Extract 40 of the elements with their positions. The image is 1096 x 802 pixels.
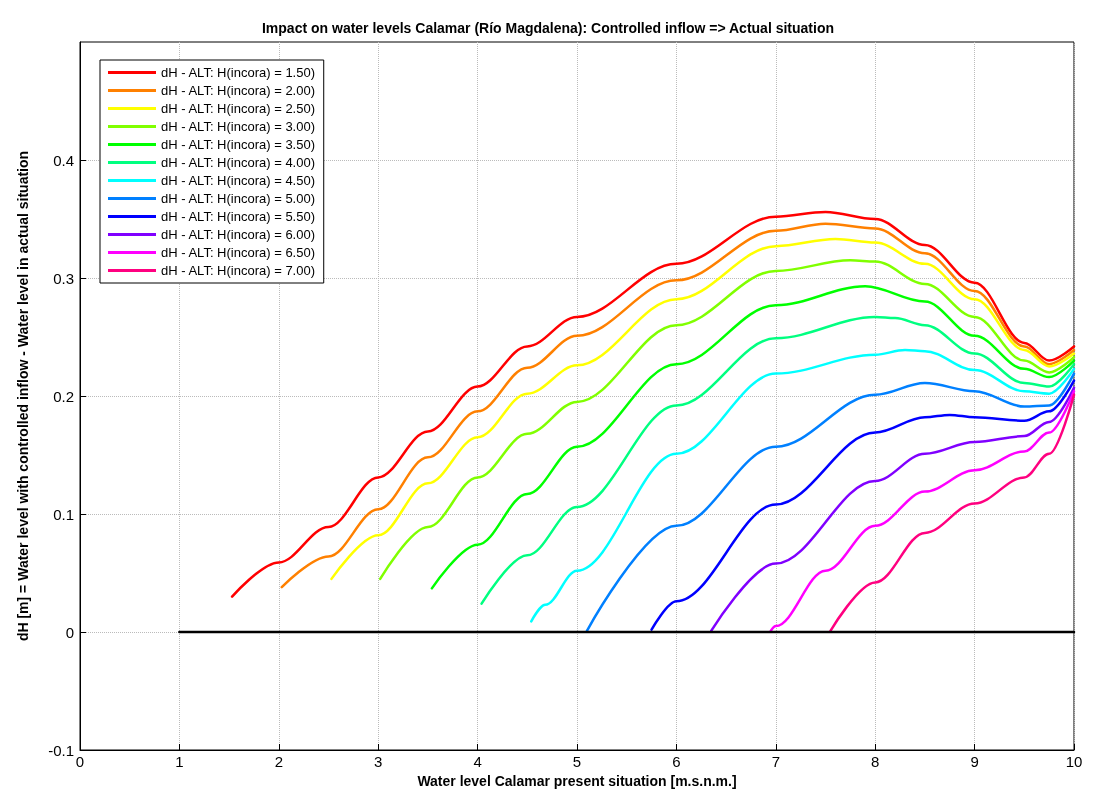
x-tick-label: 4 xyxy=(473,753,482,770)
x-tick-label: 1 xyxy=(175,753,184,770)
x-tick-label: 8 xyxy=(871,753,880,770)
y-axis-title: dH [m] = Water level with controlled inflow - Water level in actual situation xyxy=(15,150,31,642)
legend-label: dH - ALT: H(incora) = 2.00) xyxy=(161,83,316,98)
legend-label: dH - ALT: H(incora) = 4.50) xyxy=(161,173,316,188)
legend-label: dH - ALT: H(incora) = 6.00) xyxy=(161,227,316,242)
x-tick-label: 6 xyxy=(672,753,681,770)
line-series xyxy=(829,393,1076,633)
line-series xyxy=(709,386,1076,633)
legend-label: dH - ALT: H(incora) = 3.00) xyxy=(161,119,316,134)
y-tick-label: 0.3 xyxy=(53,269,74,287)
legend-label: dH - ALT: H(incora) = 1.50) xyxy=(161,65,316,80)
legend-label: dH - ALT: H(incora) = 7.00) xyxy=(161,263,316,278)
x-tick-label: 10 xyxy=(1065,753,1083,770)
line-series xyxy=(769,390,1076,633)
legend-label: dH - ALT: H(incora) = 6.50) xyxy=(161,245,316,260)
y-tick-label: 0.4 xyxy=(53,151,74,169)
x-tick-label: 2 xyxy=(274,753,283,770)
line-series xyxy=(585,372,1076,633)
line-series xyxy=(650,379,1076,631)
y-tick-label: -0.1 xyxy=(48,741,74,759)
legend-label: dH - ALT: H(incora) = 3.50) xyxy=(161,137,316,152)
x-tick-label: 7 xyxy=(771,753,780,770)
line-series xyxy=(480,315,1076,605)
legend-label: dH - ALT: H(incora) = 5.00) xyxy=(161,191,316,206)
x-tick-label: 3 xyxy=(374,753,383,770)
y-tick-label: 0 xyxy=(65,623,74,641)
y-tick-label: 0.2 xyxy=(53,387,74,405)
x-tick-label: 9 xyxy=(970,753,979,770)
chart-title: Impact on water levels Calamar (Río Magdalena): Controlled inflow => Actual situation xyxy=(261,20,835,36)
legend-label: dH - ALT: H(incora) = 5.50) xyxy=(161,209,316,224)
x-axis-title: Water level Calamar present situation [m.s.n.m.] xyxy=(417,772,737,789)
line-series xyxy=(530,348,1076,623)
x-tick-label: 0 xyxy=(75,753,85,770)
line-series xyxy=(430,285,1076,590)
y-tick-label: 0.1 xyxy=(53,505,74,523)
x-tick-label: 5 xyxy=(572,753,582,770)
legend-label: dH - ALT: H(incora) = 2.50) xyxy=(161,101,316,116)
legend-label: dH - ALT: H(incora) = 4.00) xyxy=(161,155,316,170)
